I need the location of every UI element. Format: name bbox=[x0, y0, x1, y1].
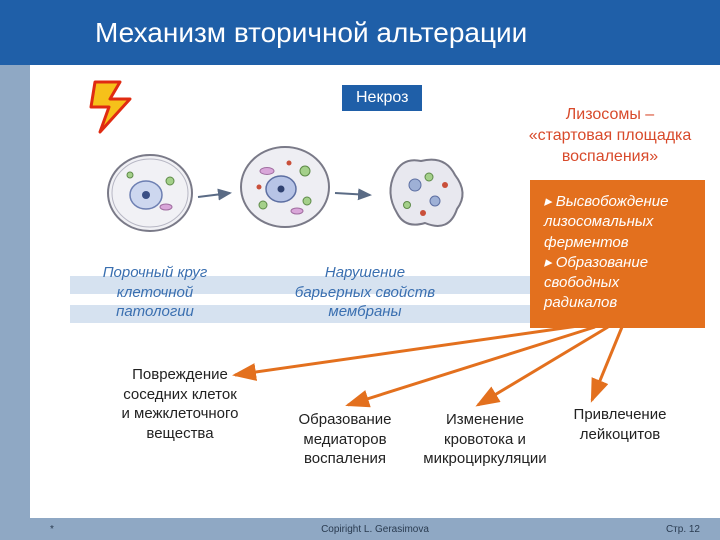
lysosome-caption: Лизосомы – «стартовая площадка воспалени… bbox=[510, 105, 710, 167]
lysosome-caption-l3: воспаления» bbox=[562, 148, 658, 165]
outcome-3: Изменение кровотока и микроциркуляции bbox=[410, 410, 560, 469]
lysosome-caption-l2: «стартовая площадка bbox=[529, 127, 692, 144]
footer-page: Стр. 12 bbox=[666, 524, 700, 535]
outcome-4: Привлечение лейкоцитов bbox=[550, 405, 690, 444]
mechanism-item: Образование свободных радикалов bbox=[544, 253, 691, 314]
corner-squares-icon bbox=[4, 494, 30, 534]
cell-necrotic bbox=[375, 143, 475, 243]
left-sidebar bbox=[0, 0, 30, 540]
lightning-icon bbox=[85, 77, 145, 137]
title-bar: Механизм вторичной альтерации bbox=[30, 0, 720, 65]
footer-copyright: Copiright L. Gerasimova bbox=[321, 524, 429, 535]
outcome-2: Образование медиаторов воспаления bbox=[275, 410, 415, 469]
cell-damaged bbox=[235, 137, 335, 237]
lysosome-caption-l1: Лизосомы – bbox=[566, 106, 654, 123]
outcome-1: Повреждение соседних клеток и межклеточн… bbox=[105, 365, 255, 443]
page-title: Механизм вторичной альтерации bbox=[95, 17, 527, 49]
necrosis-badge: Некроз bbox=[342, 85, 422, 111]
footer-bar: * Copiright L. Gerasimova Стр. 12 bbox=[30, 518, 720, 540]
footer-left: * bbox=[50, 524, 54, 535]
mechanisms-box: Высвобождение лизосомальных ферментов Об… bbox=[530, 180, 705, 328]
vicious-circle-label: Порочный круг клеточной патологии bbox=[80, 263, 230, 322]
cell-normal bbox=[102, 145, 198, 241]
membrane-label: Нарушение барьерных свойств мембраны bbox=[280, 263, 450, 322]
mechanism-item: Высвобождение лизосомальных ферментов bbox=[544, 192, 691, 253]
slide-content: Некроз Лизосомы – «стартовая площадка во… bbox=[30, 65, 720, 518]
left-sidebar-accent bbox=[0, 0, 30, 65]
